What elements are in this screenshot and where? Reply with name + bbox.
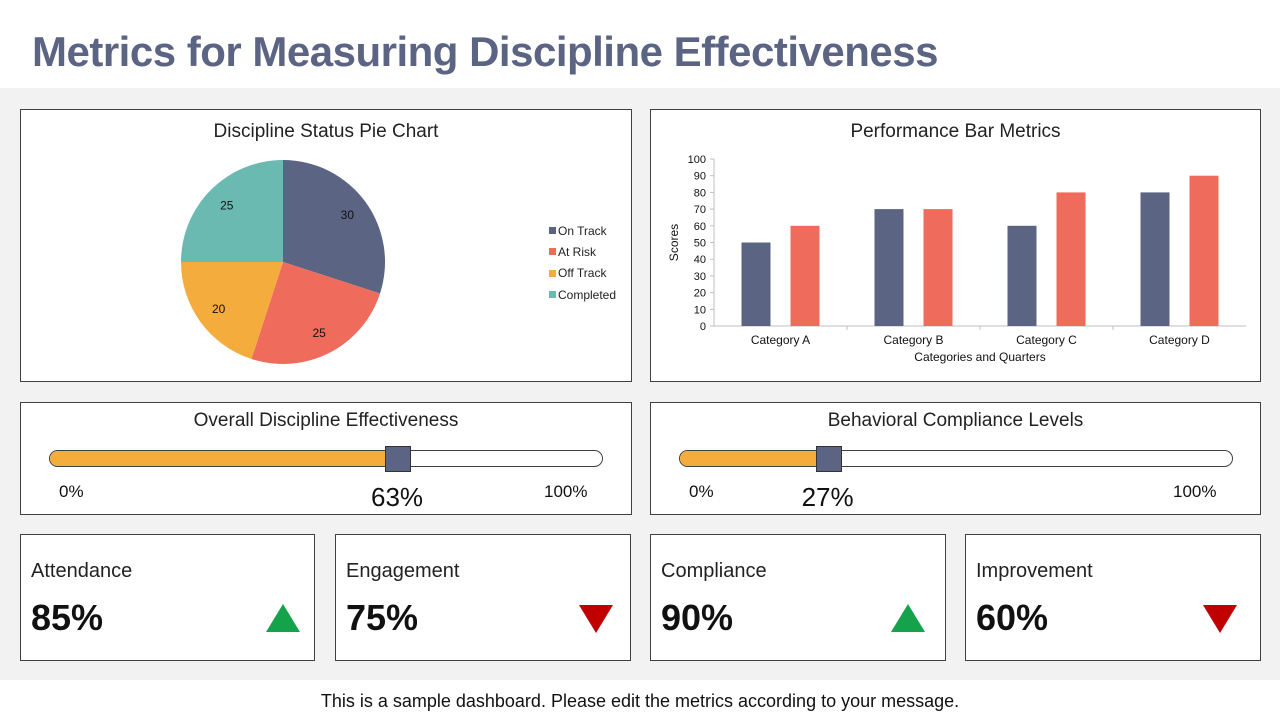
behavioral-compliance-panel: Behavioral Compliance Levels 0% 27% 100% (650, 402, 1261, 515)
bar-category-a-series-2 (790, 225, 820, 326)
x-tick-label: Category C (1016, 333, 1077, 347)
kpi-value: 90% (661, 597, 734, 638)
slider-min-label: 0% (59, 482, 84, 501)
slider-min-label: 0% (689, 482, 714, 501)
pie-slice-on-track (283, 160, 385, 294)
triangle-up-icon (891, 604, 925, 632)
kpi-card-improvement: Improvement 60% (965, 534, 1261, 661)
slider-handle[interactable] (385, 446, 412, 472)
pie-data-label: 25 (220, 199, 234, 213)
pie-chart-title: Discipline Status Pie Chart (213, 121, 439, 142)
legend-swatch (549, 248, 556, 256)
progress-track (49, 450, 603, 467)
legend-label: On Track (558, 223, 607, 238)
y-tick-label: 50 (694, 238, 706, 250)
slider-title: Overall Discipline Effectiveness (193, 410, 459, 431)
progress-fill (680, 451, 830, 466)
kpi-card-compliance: Compliance 90% (650, 534, 946, 661)
legend-label: At Risk (558, 244, 597, 259)
legend-item-on-track: On Track (549, 220, 616, 241)
pie-slice-completed (181, 160, 283, 262)
y-tick-label: 70 (694, 204, 706, 216)
y-tick-label: 10 (694, 304, 706, 316)
x-tick-label: Category D (1149, 333, 1210, 347)
y-tick-label: 0 (700, 321, 706, 333)
progress-track (679, 450, 1233, 467)
bar-chart-panel: Performance Bar Metrics 0 10 20 30 40 50 60 70 8… (650, 109, 1261, 382)
pie-chart-panel: Discipline Status Pie Chart 30 25 20 25 On … (20, 109, 632, 382)
kpi-card-attendance: Attendance 85% (20, 534, 315, 661)
legend-label: Off Track (558, 266, 607, 281)
slider-value: 27% (801, 482, 854, 512)
slider-max-label: 100% (544, 482, 588, 501)
footer-note: This is a sample dashboard. Please edit … (320, 691, 960, 711)
slider-max-label: 100% (1173, 482, 1217, 501)
y-tick-label: 90 (694, 171, 706, 183)
kpi-label: Improvement (976, 560, 1093, 582)
legend-swatch (549, 227, 556, 235)
y-tick-label: 30 (694, 271, 706, 283)
kpi-label: Engagement (346, 560, 460, 582)
triangle-down-icon (1203, 605, 1237, 633)
bar-category-d-series-2 (1189, 175, 1219, 326)
kpi-card-engagement: Engagement 75% (335, 534, 631, 661)
bar-category-b-series-2 (923, 209, 953, 326)
pie-data-label: 25 (312, 326, 326, 340)
progress-fill (50, 451, 400, 466)
triangle-down-icon (579, 605, 613, 633)
pie-data-label: 30 (341, 208, 355, 222)
legend-swatch (549, 269, 556, 277)
kpi-value: 75% (346, 597, 419, 638)
kpi-label: Compliance (661, 560, 767, 582)
pie-slice-at-risk (251, 262, 381, 364)
x-tick-label: Category A (751, 333, 810, 347)
legend-label: Completed (558, 287, 617, 302)
x-axis-label: Categories and Quarters (914, 350, 1045, 364)
pie-legend: On Track At Risk Off Track Completed (549, 220, 616, 305)
kpi-value: 60% (976, 597, 1049, 638)
overall-effectiveness-panel: Overall Discipline Effectiveness 0% 63% … (20, 402, 632, 515)
y-tick-label: 60 (694, 221, 706, 233)
slider-handle[interactable] (815, 446, 842, 472)
legend-item-off-track: Off Track (549, 263, 616, 284)
y-tick-label: 20 (694, 288, 706, 300)
slider-title: Behavioral Compliance Levels (827, 410, 1084, 431)
triangle-up-icon (266, 604, 300, 632)
y-tick-label: 80 (694, 187, 706, 199)
pie-chart: 30 25 20 25 (181, 160, 385, 364)
pie-data-label: 20 (212, 302, 226, 316)
legend-swatch (549, 291, 556, 299)
bar-category-d-series-1 (1140, 192, 1170, 326)
y-axis-label: Scores (667, 224, 681, 261)
page-title: Metrics for Measuring Discipline Effecti… (32, 28, 938, 75)
bar-chart: 0 10 20 30 40 50 60 70 80 90 100 Category A Category… (667, 154, 1246, 364)
y-tick-label: 100 (688, 154, 706, 166)
slider-value: 63% (371, 482, 424, 512)
pie-slice-off-track (181, 262, 283, 360)
y-tick-label: 40 (694, 254, 706, 266)
bar-category-c-series-1 (1007, 225, 1037, 326)
bar-category-b-series-1 (874, 209, 904, 326)
bar-category-a-series-1 (741, 242, 771, 326)
x-tick-label: Category B (883, 333, 943, 347)
legend-item-at-risk: At Risk (549, 241, 616, 262)
bar-category-c-series-2 (1056, 192, 1086, 326)
legend-item-completed: Completed (549, 284, 616, 305)
kpi-label: Attendance (31, 560, 133, 582)
bar-chart-title: Performance Bar Metrics (850, 121, 1061, 142)
kpi-value: 85% (31, 597, 104, 638)
